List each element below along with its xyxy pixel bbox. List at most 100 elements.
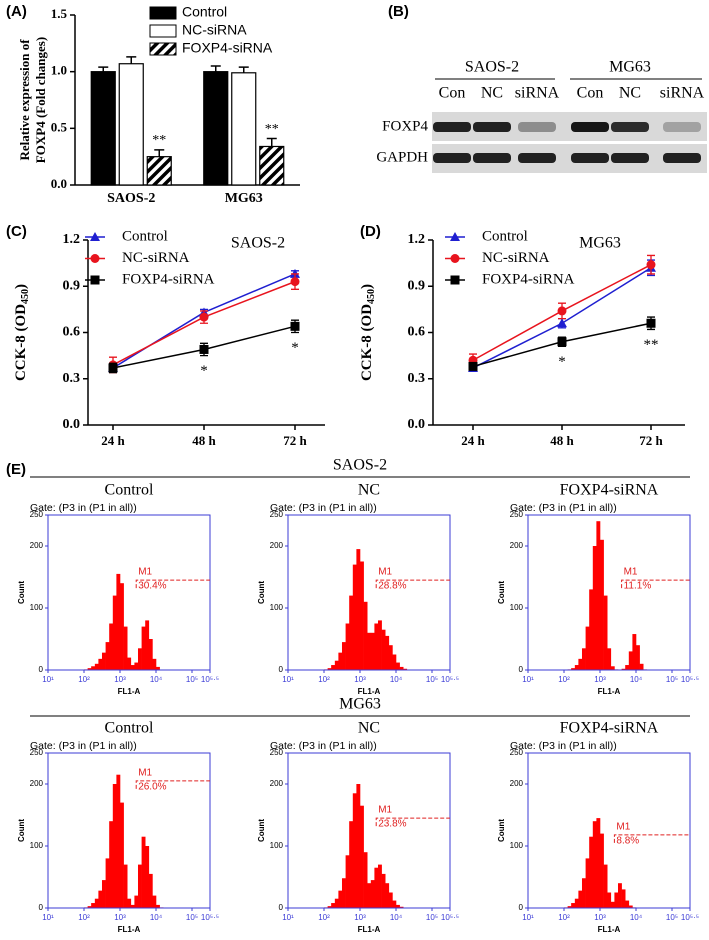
histogram-bar: [625, 665, 630, 670]
histogram-bar: [148, 873, 153, 908]
histogram-bar: [327, 906, 332, 908]
point: [90, 254, 100, 263]
histogram-bar: [600, 833, 604, 908]
x-tick-label: 24 h: [101, 433, 125, 448]
y-axis-label-sub: 450: [20, 289, 31, 304]
histogram-bar: [105, 858, 110, 908]
band: [611, 153, 649, 163]
histogram-bar: [370, 880, 375, 908]
histogram-bar: [137, 864, 142, 908]
gate-label: Gate: (P3 in (P1 in all)): [510, 502, 617, 514]
histogram-bar: [581, 878, 586, 908]
histogram-bar: [127, 657, 132, 670]
point: [290, 321, 300, 331]
histogram-bar: [327, 668, 332, 670]
histogram-bar: [155, 666, 160, 670]
histogram-bar: [145, 620, 150, 670]
y-tick-label: 200: [510, 779, 524, 788]
legend-label: NC-siRNA: [482, 250, 550, 266]
gate-marker: [135, 780, 210, 789]
x-tick-label: 10⁵·⁵: [681, 913, 699, 922]
histogram-bar: [585, 858, 590, 908]
histogram-bar: [141, 626, 146, 670]
histogram-bar: [621, 889, 626, 908]
gate-percent: 11.1%: [624, 581, 652, 592]
histogram-bar: [392, 654, 397, 670]
histogram-bar: [356, 549, 361, 670]
x-tick-label: 10⁵: [426, 675, 438, 684]
histogram-bar: [363, 852, 368, 908]
gate-percent: 26.0%: [138, 782, 166, 793]
point: [557, 318, 567, 328]
histogram-bar: [87, 668, 92, 670]
bar: [90, 71, 116, 186]
histogram-bar: [331, 665, 336, 670]
histogram-bar: [94, 898, 99, 908]
x-tick-label: 10⁴: [390, 913, 403, 922]
lane-label: NC: [619, 85, 641, 102]
y-tick-label: 0.6: [408, 325, 426, 340]
y-tick-label: 0.9: [408, 278, 426, 293]
histogram-bar: [603, 595, 608, 670]
error-bar: [98, 66, 109, 72]
histogram-bar: [130, 904, 135, 908]
histogram-bar: [396, 904, 400, 908]
histogram-bar: [592, 821, 597, 908]
subtitle: SAOS-2: [231, 235, 285, 252]
gate-marker: [613, 834, 690, 843]
histogram-bar: [367, 883, 372, 908]
histogram-bar: [345, 623, 350, 670]
histogram-bar: [101, 652, 106, 670]
histogram-bar: [632, 634, 637, 670]
legend-swatch: [149, 6, 177, 20]
histogram-bar: [596, 521, 601, 670]
panel-label: (C): [6, 223, 27, 240]
histogram-bar: [360, 805, 364, 908]
histogram-bar: [610, 901, 615, 908]
histogram-bar: [137, 648, 142, 670]
row-label: FOXP4: [382, 118, 428, 134]
x-tick-label: 10²: [318, 675, 330, 684]
histogram-bar: [116, 573, 121, 670]
histogram-bar: [127, 898, 132, 908]
gate-percent: 23.8%: [378, 819, 406, 830]
x-tick-label: 10³: [354, 913, 366, 922]
gate-percent: 30.4%: [138, 581, 166, 592]
point: [468, 361, 478, 371]
y-tick-label: 0.0: [51, 176, 67, 191]
histogram-bar: [356, 784, 361, 908]
gate-label: Gate: (P3 in (P1 in all)): [270, 502, 377, 514]
plot-title: FOXP4-siRNA: [560, 482, 659, 499]
band: [473, 153, 511, 163]
x-axis-label: FL1-A: [118, 925, 141, 934]
histogram-bar: [374, 623, 379, 670]
plot-frame: [47, 514, 211, 671]
histogram-bar: [338, 890, 343, 908]
histogram-bar: [385, 883, 390, 908]
significance: **: [644, 337, 659, 353]
y-tick-label: 0.3: [408, 371, 426, 386]
lane-label: siRNA: [515, 85, 560, 102]
x-tick-label: 10¹: [42, 675, 54, 684]
histogram-bar: [349, 821, 354, 908]
y-tick-label: 0: [279, 665, 284, 674]
x-tick-label: 10⁵·⁵: [681, 675, 699, 684]
x-axis-label: FL1-A: [358, 925, 381, 934]
x-tick-label: 10³: [594, 913, 606, 922]
y-tick-label: 0: [39, 903, 44, 912]
bar: [118, 63, 144, 186]
y-tick-label: 1.2: [408, 232, 426, 247]
y-tick-label: 0: [519, 665, 524, 674]
x-axis-label: FL1-A: [598, 925, 621, 934]
band: [663, 153, 701, 163]
histogram-bar: [574, 665, 579, 670]
legend-label: FOXP4-siRNA: [482, 271, 575, 287]
x-tick-label: 10⁴: [630, 675, 643, 684]
x-tick-label: 10²: [78, 675, 90, 684]
lane-label: Con: [577, 85, 604, 102]
histogram-bar: [578, 658, 583, 670]
bar: [231, 72, 257, 186]
legend-label: NC-siRNA: [182, 22, 247, 38]
gate-label: Gate: (P3 in (P1 in all)): [510, 740, 617, 752]
x-tick-label: 10⁵: [666, 675, 678, 684]
